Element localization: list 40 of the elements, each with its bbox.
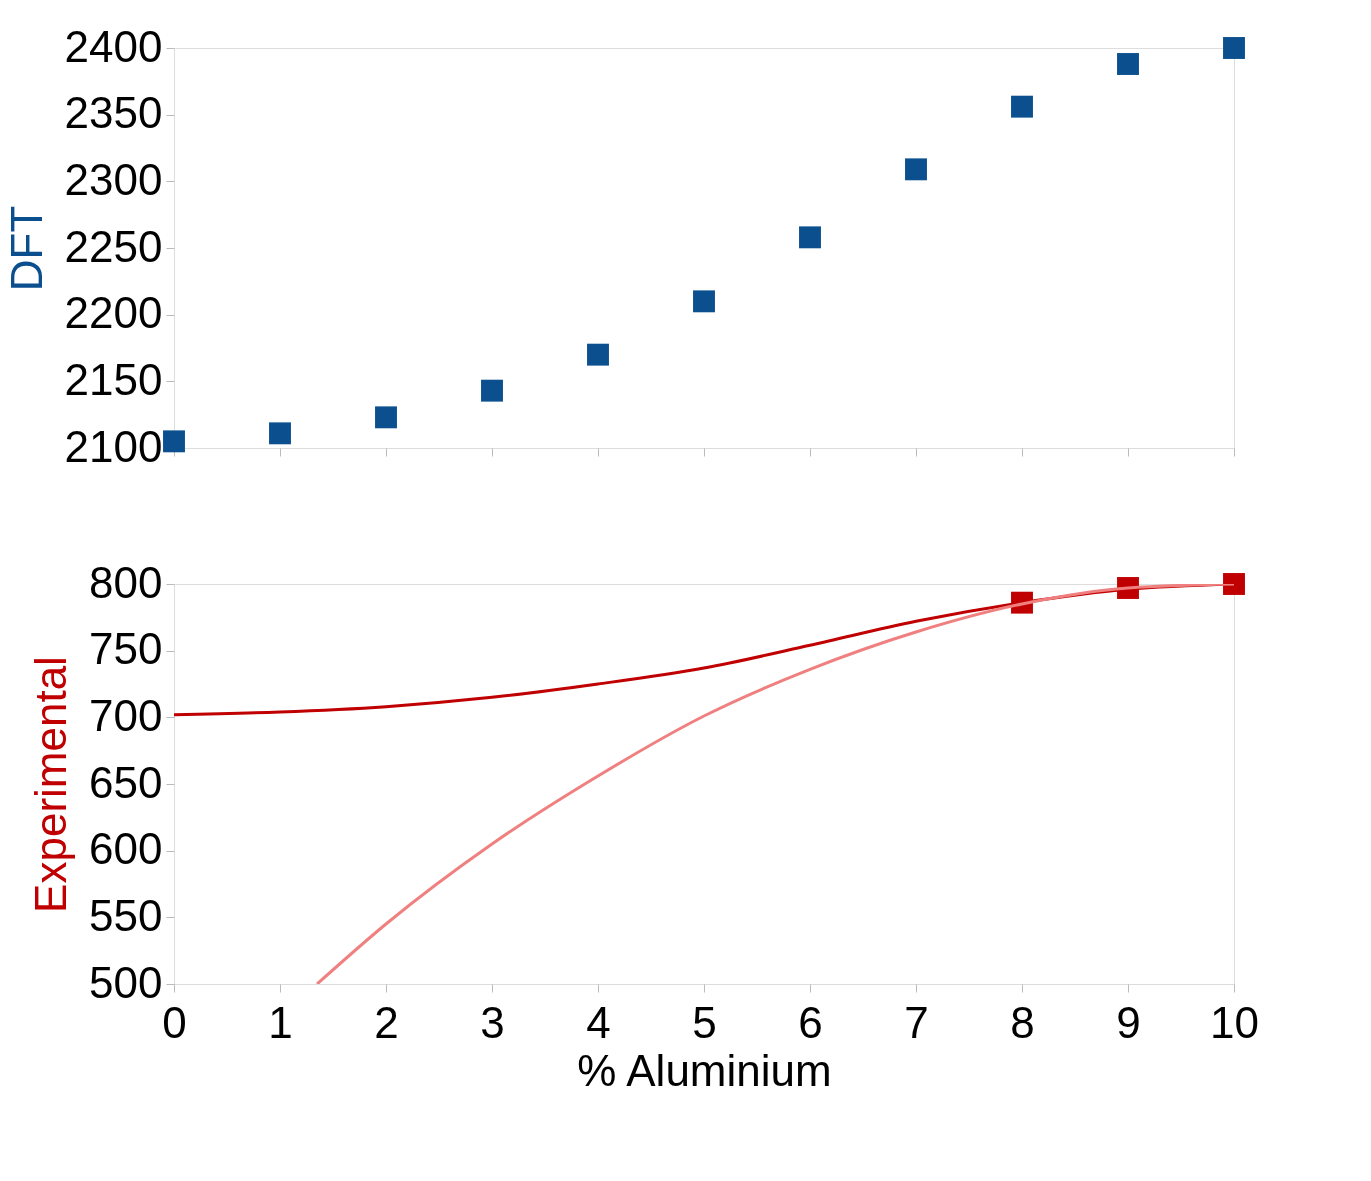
x-tick-label: 9: [1116, 997, 1141, 1047]
point: [163, 430, 185, 453]
x-tick-label: 0: [162, 997, 187, 1047]
y-tick-label: 750: [89, 624, 163, 674]
point: [587, 343, 609, 366]
x-tick-label: 3: [480, 997, 505, 1047]
y-tick-label: 500: [89, 957, 163, 1007]
x-tick-label: 1: [268, 997, 293, 1047]
point: [1117, 53, 1139, 75]
point: [269, 422, 291, 445]
y-axis-title: Experimental: [26, 656, 76, 913]
y-tick-label: 2350: [64, 88, 163, 138]
x-tick-label: 10: [1210, 997, 1259, 1047]
x-tick-label: 5: [692, 997, 717, 1047]
point: [693, 290, 715, 313]
y-tick-label: 2150: [64, 354, 163, 404]
y-tick-label: 550: [89, 890, 163, 940]
y-tick-label: 2400: [64, 21, 163, 71]
x-tick-label: 8: [1010, 997, 1035, 1047]
y-tick-label: 2200: [64, 288, 163, 338]
x-tick-label: 4: [586, 997, 611, 1047]
x-tick-label: 2: [374, 997, 399, 1047]
point: [1011, 95, 1033, 118]
x-tick-label: 6: [798, 997, 823, 1047]
y-tick-label: 2100: [64, 421, 163, 471]
point: [1223, 573, 1245, 595]
y-tick-label: 600: [89, 824, 163, 874]
point: [1223, 37, 1245, 59]
x-axis-title: % Aluminium: [577, 1045, 832, 1095]
y-tick-label: 700: [89, 690, 163, 740]
point: [799, 226, 821, 249]
point: [375, 406, 397, 429]
y-tick-label: 2300: [64, 154, 163, 204]
y-tick-label: 800: [89, 557, 163, 607]
point: [905, 158, 927, 181]
point: [481, 379, 503, 402]
y-tick-label: 2250: [64, 221, 163, 271]
y-tick-label: 650: [89, 757, 163, 807]
y-axis-title: DFT: [1, 205, 51, 292]
x-tick-label: 7: [904, 997, 929, 1047]
